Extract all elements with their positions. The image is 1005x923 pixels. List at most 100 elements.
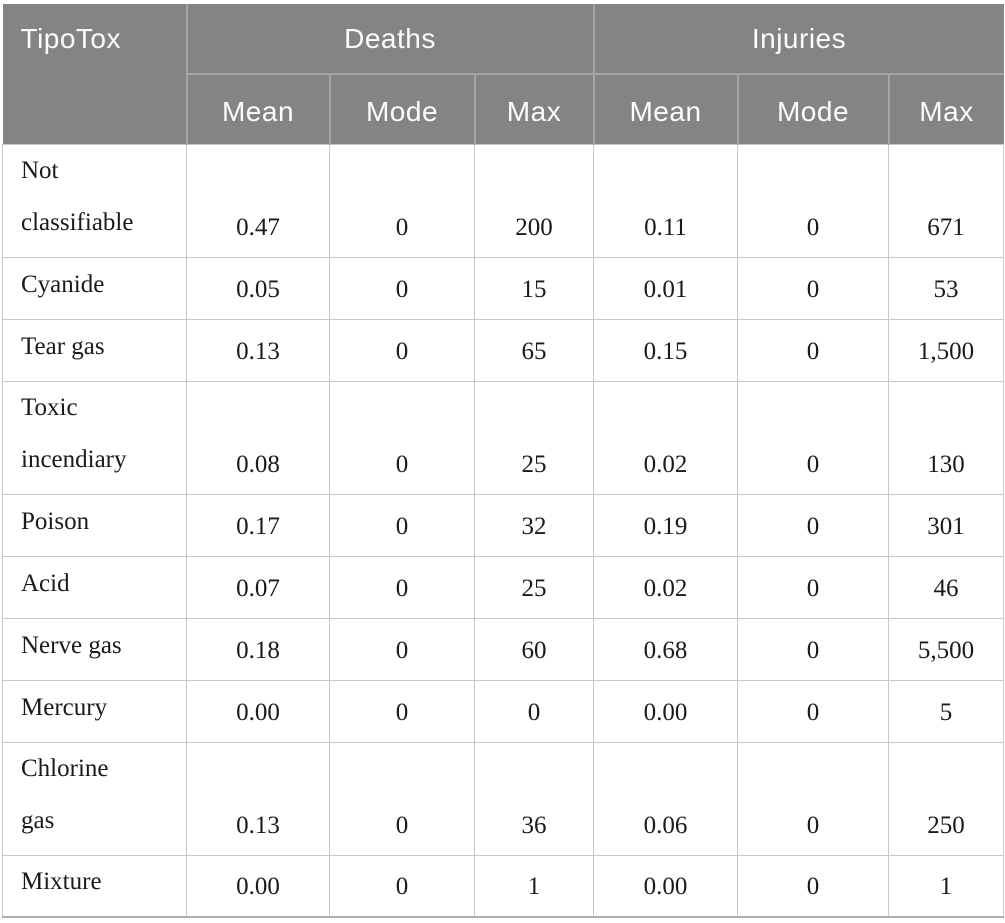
row-label: Not classifiable	[2, 143, 187, 258]
value-cell: 0	[737, 143, 889, 258]
value-cell: 25	[474, 555, 594, 619]
sub-header-deaths-mode: Mode	[328, 73, 476, 144]
value-cell: 200	[474, 143, 594, 258]
table-row: Nerve gas 0.18 0 60 0.68 0 5,500	[2, 617, 1004, 681]
value-cell: 0.47	[186, 143, 330, 258]
value-cell: 5,500	[888, 617, 1004, 681]
row-label-line: Acid	[21, 569, 70, 597]
value-cell: 53	[888, 256, 1004, 320]
row-label: Poison	[2, 493, 187, 557]
table-row: Not classifiable 0.47 0 200 0.11 0 671	[2, 143, 1004, 258]
row-label-line: Not	[21, 156, 59, 184]
value-cell: 0	[737, 555, 889, 619]
value-cell: 0.06	[593, 741, 738, 856]
value-cell: 0.15	[593, 318, 738, 382]
value-cell: 301	[888, 493, 1004, 557]
value-cell: 0.01	[593, 256, 738, 320]
group-header-row: TipoTox Deaths Injuries	[2, 4, 1004, 144]
value-cell: 1	[474, 854, 594, 918]
row-label-line: Nerve gas	[21, 631, 122, 659]
value-cell: 46	[888, 555, 1004, 619]
value-cell: 0	[329, 318, 475, 382]
value-cell: 0.00	[186, 854, 330, 918]
value-cell: 0.08	[186, 380, 330, 495]
row-label-line: Tear gas	[21, 332, 105, 360]
table-row: Mixture 0.00 0 1 0.00 0 1	[2, 854, 1004, 918]
table-row: Cyanide 0.05 0 15 0.01 0 53	[2, 256, 1004, 320]
value-cell: 0	[737, 679, 889, 743]
value-cell: 0.17	[186, 493, 330, 557]
sub-header-deaths-max: Max	[473, 73, 595, 144]
value-cell: 0	[737, 256, 889, 320]
value-cell: 0.13	[186, 741, 330, 856]
row-label: Acid	[2, 555, 187, 619]
toxin-casualty-table: TipoTox Deaths Injuries Mean Mode Max Mean M…	[2, 4, 1004, 918]
value-cell: 0.02	[593, 380, 738, 495]
value-cell: 0.02	[593, 555, 738, 619]
row-label-line: Mercury	[21, 693, 108, 721]
value-cell: 0	[329, 617, 475, 681]
value-cell: 0	[329, 679, 475, 743]
value-cell: 671	[888, 143, 1004, 258]
row-label-line: classifiable	[21, 208, 134, 236]
sub-header-injuries-mode: Mode	[736, 73, 890, 144]
value-cell: 0.00	[593, 854, 738, 918]
value-cell: 0.07	[186, 555, 330, 619]
value-cell: 0.18	[186, 617, 330, 681]
row-label-line: gas	[21, 806, 55, 834]
value-cell: 250	[888, 741, 1004, 856]
value-cell: 0	[737, 741, 889, 856]
value-cell: 0	[329, 854, 475, 918]
value-cell: 0	[329, 380, 475, 495]
value-cell: 0.19	[593, 493, 738, 557]
table-row: Tear gas 0.13 0 65 0.15 0 1,500	[2, 318, 1004, 382]
row-label: Toxic incendiary	[2, 380, 187, 495]
value-cell: 0	[329, 493, 475, 557]
value-cell: 65	[474, 318, 594, 382]
value-cell: 0	[737, 318, 889, 382]
row-label-line: Mixture	[21, 868, 102, 895]
table-row: Acid 0.07 0 25 0.02 0 46	[2, 555, 1004, 619]
value-cell: 0.13	[186, 318, 330, 382]
value-cell: 0	[474, 679, 594, 743]
row-label-line: Chlorine	[21, 754, 109, 782]
value-cell: 0	[329, 555, 475, 619]
sub-header-injuries-mean: Mean	[592, 73, 739, 144]
value-cell: 0.11	[593, 143, 738, 258]
row-label-line: Poison	[21, 507, 90, 535]
sub-header-row: Mean Mode Max Mean Mode Max	[3, 73, 1004, 144]
value-cell: 0	[737, 380, 889, 495]
row-label-line: Toxic	[21, 393, 78, 421]
sub-header-injuries-max: Max	[887, 73, 1004, 144]
value-cell: 25	[474, 380, 594, 495]
value-cell: 0.05	[186, 256, 330, 320]
value-cell: 36	[474, 741, 594, 856]
row-label: Chlorine gas	[2, 741, 187, 856]
row-label: Mixture	[2, 854, 187, 918]
value-cell: 0.00	[186, 679, 330, 743]
table-row: Toxic incendiary 0.08 0 25 0.02 0 130	[2, 380, 1004, 495]
value-cell: 0	[329, 256, 475, 320]
value-cell: 0	[329, 143, 475, 258]
sub-header-deaths-mean: Mean	[185, 73, 331, 144]
table-row: Poison 0.17 0 32 0.19 0 301	[2, 493, 1004, 557]
row-label: Nerve gas	[2, 617, 187, 681]
value-cell: 1	[888, 854, 1004, 918]
value-cell: 0.00	[593, 679, 738, 743]
value-cell: 0	[737, 854, 889, 918]
value-cell: 32	[474, 493, 594, 557]
value-cell: 0	[329, 741, 475, 856]
corner-header-tipotox: TipoTox	[2, 4, 188, 144]
value-cell: 0	[737, 493, 889, 557]
value-cell: 0	[737, 617, 889, 681]
value-cell: 15	[474, 256, 594, 320]
row-label-line: Cyanide	[21, 270, 105, 298]
row-label: Cyanide	[2, 256, 187, 320]
table-row: Mercury 0.00 0 0 0.00 0 5	[2, 679, 1004, 743]
row-label-line: incendiary	[21, 445, 127, 473]
value-cell: 130	[888, 380, 1004, 495]
table-row: Chlorine gas 0.13 0 36 0.06 0 250	[2, 741, 1004, 856]
row-label: Tear gas	[2, 318, 187, 382]
table-header: TipoTox Deaths Injuries Mean Mode Max Mean M…	[2, 4, 1004, 144]
